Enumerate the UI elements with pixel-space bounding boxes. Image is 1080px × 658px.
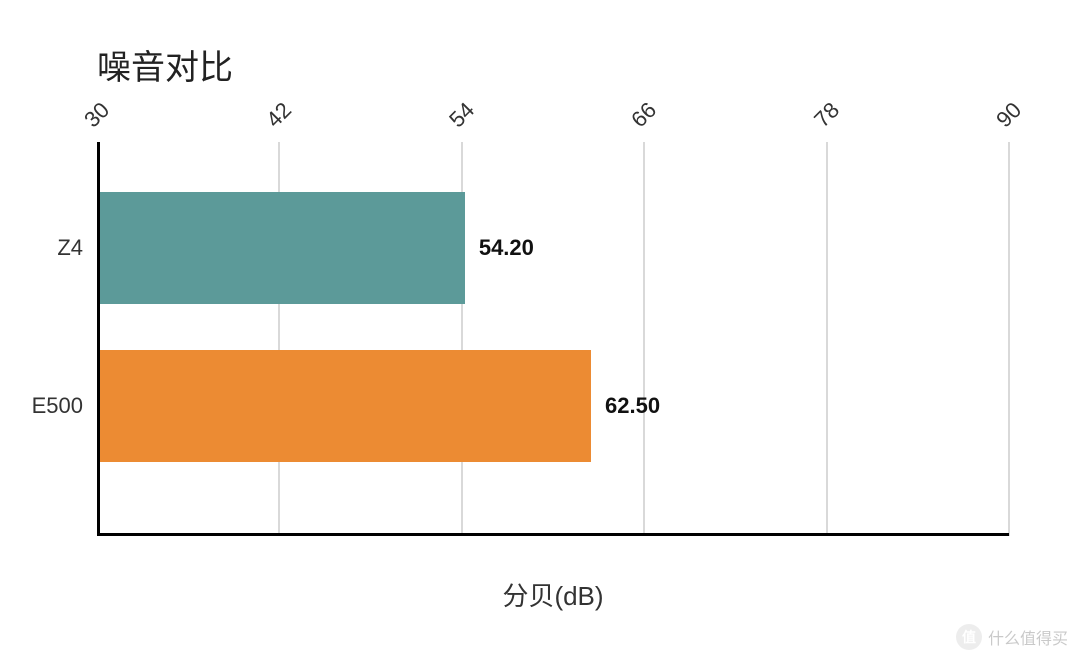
x-axis-line bbox=[97, 533, 1009, 536]
x-tick-label: 42 bbox=[262, 97, 298, 133]
bar-z4 bbox=[97, 192, 465, 304]
plot-area: 54.20 62.50 bbox=[97, 142, 1009, 536]
bar-e500 bbox=[97, 350, 591, 462]
bar-value-label: 62.50 bbox=[605, 393, 660, 419]
x-tick-label: 90 bbox=[991, 97, 1027, 133]
x-tick-label: 78 bbox=[809, 97, 845, 133]
grid-line bbox=[643, 142, 645, 536]
y-tick-label: E500 bbox=[32, 393, 83, 419]
x-tick-label: 54 bbox=[444, 97, 480, 133]
x-axis-title: 分贝(dB) bbox=[502, 576, 603, 613]
x-tick-label: 30 bbox=[79, 97, 115, 133]
grid-line bbox=[826, 142, 828, 536]
grid-line bbox=[1008, 142, 1010, 536]
watermark: 值 什么值得买 bbox=[956, 624, 1068, 650]
noise-comparison-chart: 噪音对比 54.20 62.50 分贝(dB) 值 什么值得买 30 42 54 66 7… bbox=[0, 0, 1080, 658]
x-tick-label: 66 bbox=[626, 97, 662, 133]
bar-value-label: 54.20 bbox=[479, 235, 534, 261]
watermark-badge-icon: 值 bbox=[956, 624, 982, 650]
watermark-text: 什么值得买 bbox=[988, 625, 1068, 649]
y-axis-line bbox=[97, 142, 100, 536]
y-tick-label: Z4 bbox=[57, 235, 83, 261]
chart-title: 噪音对比 bbox=[97, 40, 233, 89]
